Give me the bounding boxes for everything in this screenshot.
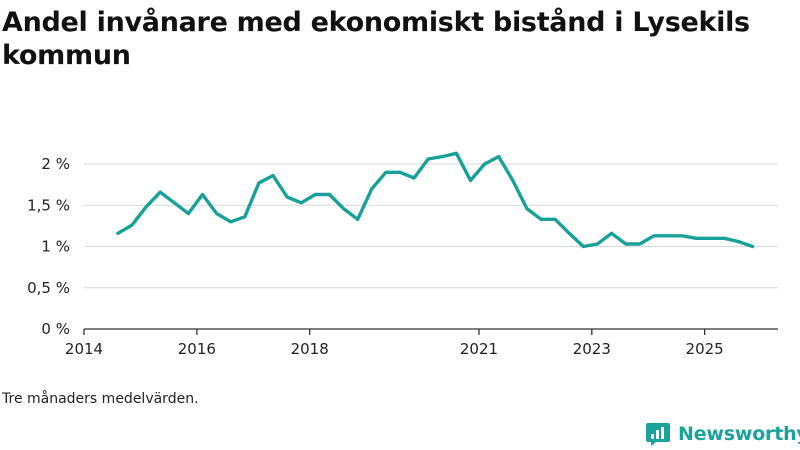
data-point[interactable]	[596, 242, 599, 246]
data-point[interactable]	[243, 215, 247, 219]
data-point[interactable]	[384, 170, 388, 174]
data-point[interactable]	[398, 170, 402, 174]
data-point[interactable]	[511, 179, 515, 182]
data-point[interactable]	[751, 245, 755, 248]
data-point[interactable]	[722, 236, 726, 240]
data-point[interactable]	[328, 193, 331, 196]
data-point[interactable]	[130, 223, 134, 227]
data-point[interactable]	[567, 231, 571, 235]
x-tick-label: 2021	[460, 340, 498, 358]
data-point[interactable]	[666, 234, 670, 238]
data-point[interactable]	[215, 212, 218, 215]
series-layer	[116, 151, 755, 249]
data-point[interactable]	[638, 242, 642, 246]
data-point[interactable]	[313, 193, 317, 196]
x-tick-label: 2016	[178, 340, 216, 358]
newsworthy-logo-icon	[646, 423, 670, 446]
data-point[interactable]	[172, 201, 176, 205]
brand-name: Newsworthy	[678, 423, 800, 445]
x-tick-label: 2018	[291, 340, 329, 358]
data-point[interactable]	[539, 217, 543, 221]
chart-note: Tre månaders medelvärden.	[2, 391, 199, 407]
y-tick-label: 0 %	[41, 320, 70, 338]
data-point[interactable]	[158, 190, 162, 194]
data-point[interactable]	[186, 212, 190, 215]
data-point[interactable]	[624, 242, 628, 246]
data-point[interactable]	[257, 181, 261, 185]
data-point[interactable]	[285, 195, 289, 199]
x-axis: 2014 2016 2018 2021 2023 2025	[65, 328, 778, 358]
grid-lines	[84, 163, 778, 289]
x-tick-label: 2023	[573, 340, 611, 358]
data-point[interactable]	[271, 174, 275, 177]
brand-logo[interactable]: Newsworthy	[645, 421, 800, 447]
data-point[interactable]	[525, 207, 529, 210]
x-tick-label: 2025	[686, 340, 724, 358]
data-point[interactable]	[440, 155, 444, 158]
data-point[interactable]	[497, 155, 501, 158]
data-point[interactable]	[581, 245, 585, 248]
x-tick-label: 2014	[65, 340, 103, 358]
data-point[interactable]	[299, 201, 303, 205]
data-point[interactable]	[454, 151, 458, 155]
y-tick-label: 2 %	[41, 155, 70, 173]
data-point[interactable]	[652, 234, 656, 238]
data-point[interactable]	[342, 207, 345, 210]
y-axis-ticks: 0 % 0,5 % 1 % 1,5 % 2 %	[27, 155, 70, 338]
data-point[interactable]	[610, 231, 613, 235]
data-point[interactable]	[483, 162, 487, 166]
data-point[interactable]	[412, 176, 416, 180]
data-point[interactable]	[229, 220, 233, 224]
data-point[interactable]	[694, 236, 698, 240]
y-tick-label: 0,5 %	[27, 279, 70, 297]
chart-title: Andel invånare med ekonomiskt bistånd i …	[2, 7, 750, 71]
data-point[interactable]	[116, 231, 120, 235]
data-point[interactable]	[370, 187, 374, 191]
series-line	[116, 151, 755, 249]
data-point[interactable]	[201, 193, 204, 196]
data-point[interactable]	[680, 234, 684, 238]
data-point[interactable]	[737, 240, 740, 243]
data-point[interactable]	[356, 217, 360, 221]
y-tick-label: 1 %	[41, 238, 70, 256]
data-point[interactable]	[708, 236, 712, 240]
data-point[interactable]	[553, 217, 557, 221]
data-point[interactable]	[469, 179, 472, 182]
y-tick-label: 1,5 %	[27, 196, 70, 214]
data-point[interactable]	[144, 205, 148, 209]
data-point[interactable]	[426, 157, 430, 161]
